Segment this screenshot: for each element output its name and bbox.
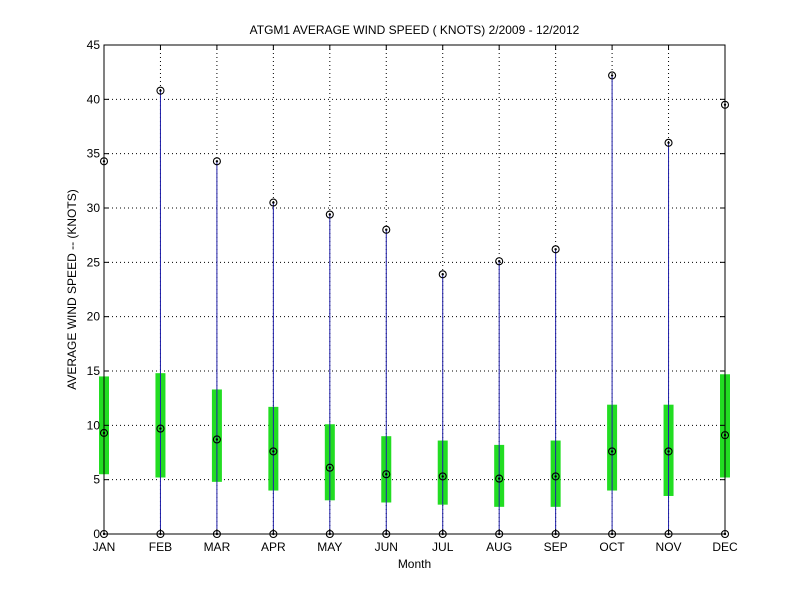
median-marker-dot <box>385 473 388 476</box>
max-marker-dot <box>667 141 670 144</box>
box-series <box>99 71 730 539</box>
x-tick-label: JAN <box>93 540 116 554</box>
median-marker <box>382 470 391 479</box>
max-marker <box>664 138 673 147</box>
x-tick-label: MAR <box>204 540 231 554</box>
median-marker <box>551 472 560 481</box>
median-marker-dot <box>497 477 501 480</box>
x-tick-label: OCT <box>599 540 625 554</box>
median-marker <box>664 447 673 456</box>
median-marker <box>269 447 278 456</box>
max-marker <box>382 225 391 234</box>
x-tick-label: DEC <box>712 540 738 554</box>
median-marker-dot <box>441 475 444 478</box>
chart-title: ATGM1 AVERAGE WIND SPEED ( KNOTS) 2/2009… <box>250 23 580 37</box>
max-marker-dot <box>610 74 614 77</box>
y-tick-label: 5 <box>93 473 100 487</box>
median-marker <box>438 472 447 481</box>
y-tick-label: 0 <box>93 527 100 541</box>
max-marker-dot <box>159 89 162 92</box>
x-tick-label: JUN <box>375 540 398 554</box>
x-tick-label: JUL <box>432 540 454 554</box>
x-tick-label: MAY <box>317 540 342 554</box>
max-marker-dot <box>441 273 444 276</box>
median-marker-dot <box>215 438 219 441</box>
median-marker-dot <box>554 475 557 478</box>
median-marker <box>156 424 165 433</box>
x-axis-title: Month <box>398 557 431 571</box>
y-axis-ticks: 0 5 10 15 20 25 30 35 40 45 <box>87 38 725 541</box>
max-marker-dot <box>272 201 275 204</box>
max-marker <box>325 210 334 219</box>
y-tick-label: 10 <box>87 418 101 432</box>
median-marker-dot <box>610 450 614 453</box>
x-tick-label: SEP <box>544 540 568 554</box>
max-marker-dot <box>328 213 332 216</box>
y-axis-title: AVERAGE WIND SPEED -- (KNOTS) <box>65 189 79 389</box>
max-marker-dot <box>215 160 219 163</box>
y-tick-label: 45 <box>87 38 101 52</box>
y-tick-label: 25 <box>87 255 101 269</box>
max-marker <box>212 157 221 166</box>
x-tick-label: APR <box>261 540 286 554</box>
median-marker-dot <box>667 450 670 453</box>
y-tick-label: 40 <box>87 92 101 106</box>
max-marker-dot <box>497 260 501 263</box>
max-marker <box>438 270 447 279</box>
median-marker <box>608 447 617 456</box>
median-marker-dot <box>328 466 332 469</box>
max-marker <box>269 198 278 207</box>
grid-lines <box>104 45 725 534</box>
x-tick-label: FEB <box>149 540 172 554</box>
median-marker-dot <box>272 450 275 453</box>
max-marker <box>156 86 165 95</box>
y-tick-label: 15 <box>87 364 101 378</box>
median-marker <box>212 435 221 444</box>
median-marker <box>495 474 504 483</box>
y-tick-label: 30 <box>87 201 101 215</box>
x-axis-ticks: JAN FEB MAR APR MAY JUN JUL AUG SEP OCT NOV DEC <box>93 45 738 554</box>
max-marker <box>551 245 560 254</box>
max-marker <box>608 71 617 80</box>
y-tick-label: 20 <box>87 310 101 324</box>
max-marker-dot <box>385 228 388 231</box>
axes-frame <box>103 44 726 535</box>
y-tick-label: 35 <box>87 147 101 161</box>
x-tick-label: NOV <box>656 540 682 554</box>
max-marker-dot <box>554 248 557 251</box>
x-tick-label: AUG <box>486 540 512 554</box>
median-marker <box>325 463 334 472</box>
median-marker-dot <box>159 427 162 430</box>
max-marker <box>495 257 504 266</box>
